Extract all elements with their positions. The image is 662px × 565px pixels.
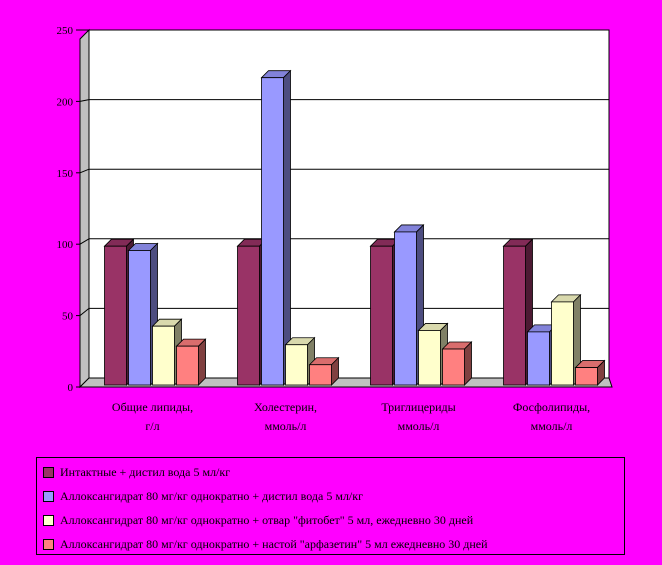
gridline-side (79, 308, 90, 316)
category-label: Общие липиды, (112, 400, 193, 414)
legend-item: Аллоксангидрат 80 мг/кг однократно + нас… (43, 535, 488, 553)
category-labels: Общие липиды, г/л Холестерин, ммоль/л Тригли… (112, 400, 590, 433)
bar-front (152, 325, 175, 386)
gridline-side (79, 238, 90, 245)
legend-swatch (43, 514, 54, 526)
bars (103, 69, 606, 386)
bar (308, 356, 340, 386)
bar-chart: 0 50 100 150 200 250 Общие липиды, г/л Холестер… (57, 25, 613, 433)
y-tick-label: 100 (57, 239, 74, 251)
axes (76, 29, 612, 388)
category-label: Фосфолипиды, (513, 400, 590, 414)
category-label: ммоль/л (398, 419, 440, 433)
gridline-side (79, 168, 90, 174)
legend-label: Аллоксангидрат 80 мг/кг однократно + дис… (60, 488, 364, 503)
bar (550, 293, 582, 386)
legend-swatch (43, 538, 54, 550)
bar (175, 338, 207, 386)
bar-front (237, 245, 260, 386)
category-label: Триглицериды (381, 400, 455, 414)
side-wall (79, 28, 90, 389)
bar-front (309, 364, 332, 386)
gridline-side (79, 99, 90, 102)
legend-label: Аллоксангидрат 80 мг/кг однократно + нас… (60, 536, 488, 551)
bar-side (283, 69, 291, 386)
bar-front (370, 245, 393, 386)
bar-front (128, 250, 151, 386)
y-tick-label: 0 (68, 382, 74, 394)
bar-side (464, 341, 472, 386)
y-tick-label: 150 (57, 168, 74, 180)
bar (574, 359, 606, 386)
bar (260, 69, 292, 386)
legend-swatch (43, 466, 54, 478)
category-label: ммоль/л (265, 419, 307, 433)
bar-front (442, 348, 465, 386)
y-tick-label: 250 (57, 25, 74, 37)
y-tick-labels: 0 50 100 150 200 250 (57, 25, 74, 394)
legend-swatch (43, 490, 54, 502)
y-tick-label: 200 (57, 96, 74, 108)
bar-front (261, 77, 284, 386)
bar-front (418, 330, 441, 386)
bar-front (575, 367, 598, 386)
legend-item: Интактные + дистил вода 5 мл/кг (43, 463, 230, 481)
legend-label: Интактные + дистил вода 5 мл/кг (60, 464, 231, 479)
y-tick-label: 50 (62, 311, 74, 323)
bar-front (176, 345, 199, 386)
category-label: Холестерин, (254, 400, 317, 414)
category-label: ммоль/л (531, 419, 573, 433)
bar-side (198, 338, 206, 386)
legend: Интактные + дистил вода 5 мл/кг Аллоксанг… (36, 457, 625, 555)
legend-item: Аллоксангидрат 80 мг/кг однократно + отв… (43, 511, 473, 529)
bar-front (503, 245, 526, 386)
bar-front (285, 344, 308, 386)
bar-front (527, 331, 550, 386)
bar-front (551, 301, 574, 386)
bar-front (394, 231, 417, 386)
bar (441, 341, 473, 386)
category-label: г/л (145, 419, 159, 433)
legend-item: Аллоксангидрат 80 мг/кг однократно + дис… (43, 487, 363, 505)
legend-label: Аллоксангидрат 80 мг/кг однократно + отв… (60, 512, 474, 527)
bar-front (104, 245, 127, 386)
